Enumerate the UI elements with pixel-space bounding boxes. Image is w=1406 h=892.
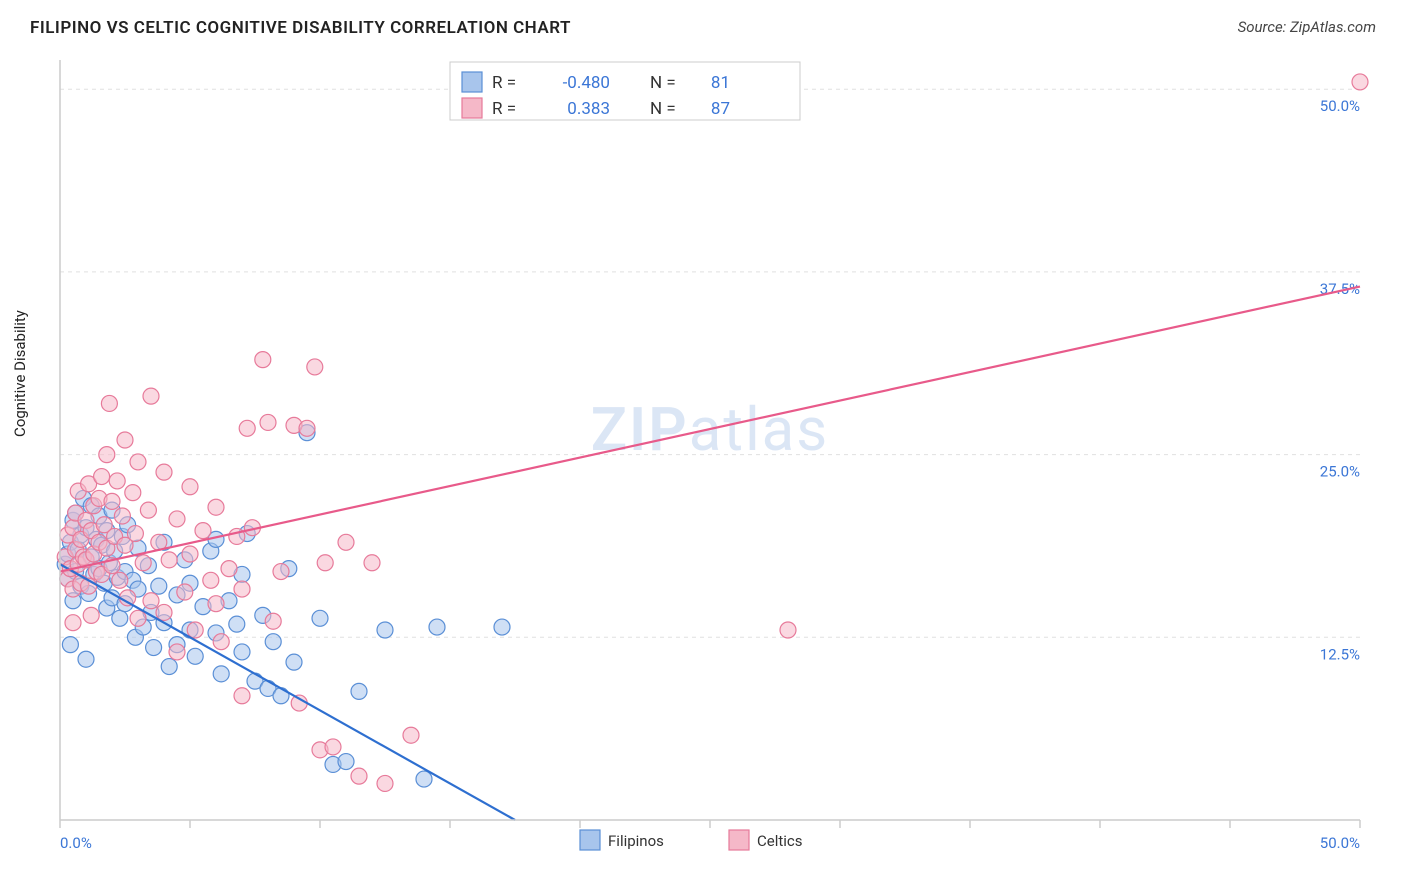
svg-text:Filipinos: Filipinos: [608, 832, 664, 850]
svg-text:R =: R =: [492, 73, 516, 93]
svg-text:N =: N =: [650, 99, 676, 119]
svg-text:0.383: 0.383: [567, 99, 610, 119]
y-axis-label: Cognitive Disability: [11, 310, 29, 437]
svg-text:N =: N =: [650, 73, 676, 93]
svg-text:25.0%: 25.0%: [1320, 463, 1360, 481]
svg-text:Celtics: Celtics: [757, 832, 803, 850]
svg-text:0.0%: 0.0%: [60, 834, 92, 852]
chart-title: FILIPINO VS CELTIC COGNITIVE DISABILITY …: [30, 18, 571, 38]
svg-text:R =: R =: [492, 99, 516, 119]
svg-text:81: 81: [711, 73, 730, 93]
chart-area: Cognitive Disability 12.5%25.0%37.5%50.0…: [30, 50, 1396, 882]
svg-text:87: 87: [711, 99, 730, 119]
source-label: Source: ZipAtlas.com: [1238, 18, 1376, 36]
svg-text:-0.480: -0.480: [563, 73, 610, 93]
svg-text:50.0%: 50.0%: [1320, 97, 1360, 115]
svg-text:50.0%: 50.0%: [1320, 834, 1360, 852]
scatter-chart: 12.5%25.0%37.5%50.0%ZIPatlas0.0%50.0%Fil…: [30, 50, 1370, 870]
svg-text:12.5%: 12.5%: [1320, 645, 1360, 663]
